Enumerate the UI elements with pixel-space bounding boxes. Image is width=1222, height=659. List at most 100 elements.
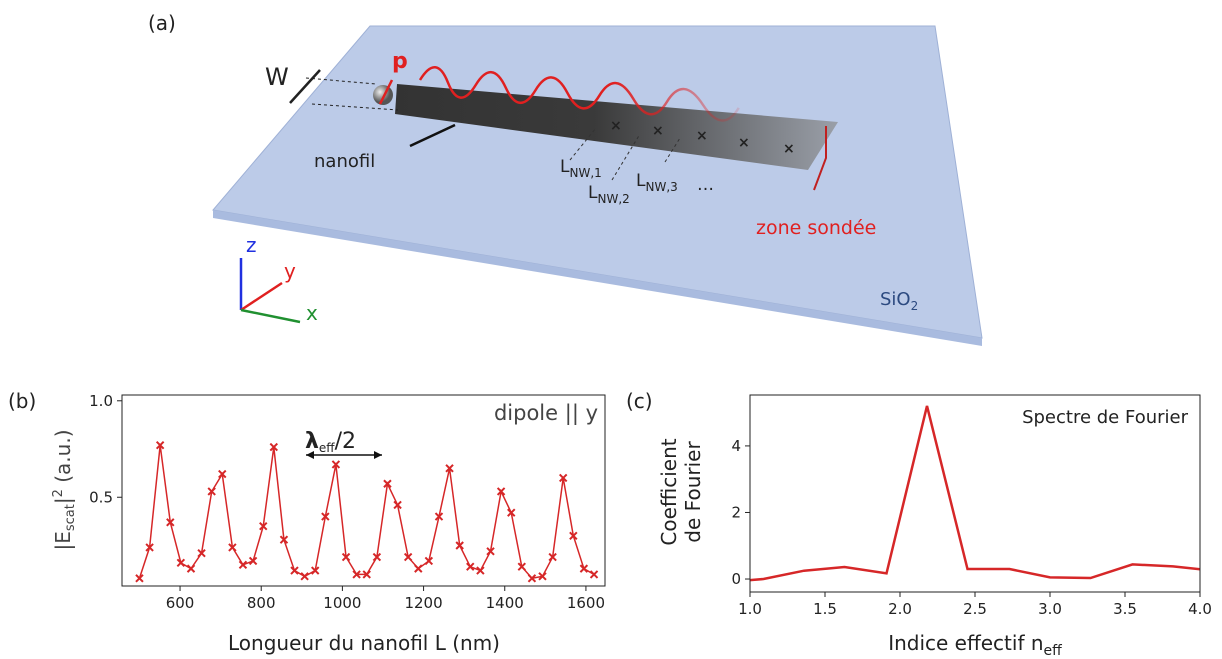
nanofil-arrow	[409, 123, 456, 148]
data-marker	[434, 512, 444, 521]
x-tick-label: 1.5	[813, 600, 837, 618]
axes-frame	[121, 394, 606, 587]
data-marker	[145, 543, 154, 552]
x-tick-label: 2.5	[963, 600, 987, 618]
substrate-edge	[213, 210, 982, 346]
y-tick-label: 0.5	[89, 488, 113, 506]
plot-area	[750, 405, 1200, 582]
x-tick-label: 1.0	[738, 600, 762, 618]
y-axis-label: |Escat|2 (a.u.)	[51, 430, 78, 551]
data-marker	[393, 500, 402, 510]
probe-zone	[813, 126, 827, 191]
label-x: x	[306, 301, 318, 325]
data-marker	[135, 574, 144, 583]
data-marker	[155, 440, 165, 450]
data-marker	[362, 570, 371, 579]
x-tick-label: 2.0	[888, 600, 912, 618]
data-marker	[321, 512, 330, 521]
axis-y	[240, 281, 283, 312]
data-marker	[589, 570, 599, 579]
data-marker	[176, 558, 186, 568]
label-substrate: SiO2	[880, 289, 918, 313]
x-tick-label: 800	[247, 594, 276, 612]
data-marker	[569, 531, 578, 541]
length-marks	[569, 127, 681, 181]
data-marker	[455, 541, 464, 550]
x-tick-label: 3.0	[1038, 600, 1062, 618]
svg-text:×: ×	[738, 135, 750, 151]
axis-x	[240, 308, 301, 324]
x-tick-label: 1200	[404, 594, 442, 612]
substrate	[212, 25, 983, 339]
label-nanofil: nanofil	[314, 151, 375, 172]
annotation-arrowheads	[306, 451, 382, 459]
data-marker	[558, 473, 568, 483]
data-marker	[538, 572, 547, 581]
data-marker	[466, 562, 475, 571]
data-marker	[186, 564, 196, 573]
data-marker	[300, 572, 309, 581]
data-marker	[517, 562, 527, 571]
svg-text:×: ×	[783, 141, 795, 157]
label-zone: zone sondée	[756, 217, 876, 239]
dipole-arrow	[378, 79, 394, 105]
y-tick-label: 0	[731, 570, 741, 588]
data-marker	[527, 574, 537, 583]
dipole-sphere	[373, 85, 393, 105]
data-line	[750, 405, 1200, 582]
axes-frame	[749, 394, 1201, 593]
svg-text:×: ×	[610, 118, 622, 134]
probe-crosses: × × × × ×	[610, 118, 795, 157]
data-line	[138, 445, 595, 580]
label-length: LNW,2	[588, 183, 630, 206]
x-tick-label: 600	[166, 594, 195, 612]
legend-text: dipole || y	[494, 401, 598, 426]
legend-text: Spectre de Fourier	[1022, 407, 1189, 428]
data-marker	[372, 552, 382, 562]
y-tick-label: 1.0	[89, 392, 113, 410]
data-marker	[218, 469, 227, 479]
data-marker	[248, 556, 258, 566]
data-marker	[197, 548, 206, 558]
data-marker	[207, 487, 216, 496]
y-axis-label: Coefficientde Fourier	[657, 438, 705, 545]
data-marker	[579, 564, 589, 573]
x-tick-label: 1400	[486, 594, 524, 612]
data-marker	[548, 552, 557, 562]
schematic: × × × × × (a) W p nanofil LNW,1 LNW,2 LNW,3 …	[148, 11, 983, 346]
x-tick-label: 4.0	[1188, 600, 1212, 618]
data-marker	[424, 556, 434, 566]
data-marker	[445, 464, 454, 473]
data-marker	[259, 521, 268, 531]
annotation: λeff/2	[305, 429, 356, 455]
data-marker	[238, 560, 248, 569]
data-marker	[414, 564, 423, 573]
data-marker	[166, 518, 175, 527]
panel-label: (c)	[626, 389, 653, 413]
label-length: LNW,1	[560, 157, 602, 180]
data-marker	[486, 547, 495, 556]
panel-label: (a)	[148, 11, 176, 35]
data-marker	[496, 487, 506, 496]
label-w: W	[265, 63, 289, 91]
label-length: LNW,3	[636, 171, 678, 194]
x-tick-label: 1000	[323, 594, 361, 612]
x-axis-label: Longueur du nanofil L (nm)	[228, 631, 500, 655]
data-marker	[290, 566, 299, 575]
data-marker	[228, 543, 237, 552]
label-y: y	[284, 259, 296, 283]
label-ellipsis: …	[697, 175, 714, 195]
data-marker	[269, 442, 279, 452]
data-marker	[476, 566, 485, 575]
data-marker	[331, 460, 341, 469]
w-line	[311, 103, 399, 111]
x-tick-label: 3.5	[1113, 600, 1137, 618]
nanowire	[395, 84, 838, 170]
label-z: z	[246, 233, 257, 257]
panel-label: (b)	[8, 389, 36, 413]
data-marker	[403, 552, 413, 562]
x-tick-label: 1600	[567, 594, 605, 612]
data-marker	[383, 479, 392, 488]
w-arrow	[289, 69, 321, 104]
